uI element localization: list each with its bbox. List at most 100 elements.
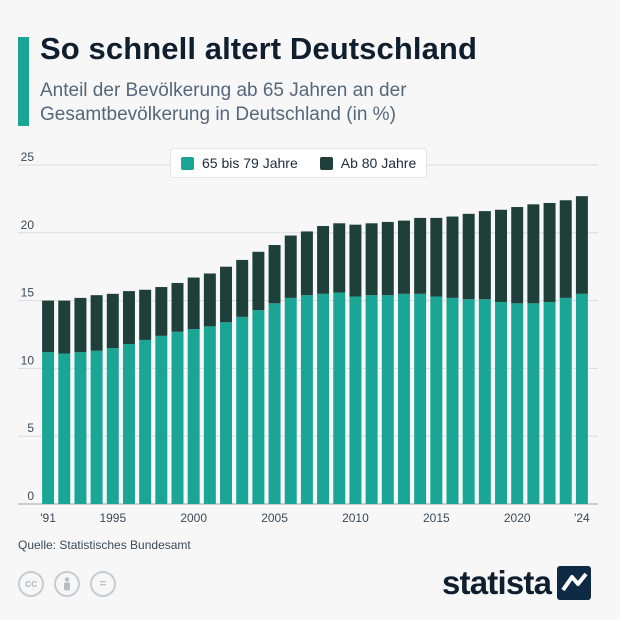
bar-80-plus-2013 bbox=[397, 220, 410, 294]
bar-80-plus-1997 bbox=[139, 289, 152, 340]
bar-80-plus-1992 bbox=[58, 300, 71, 354]
bar-65-79-2023 bbox=[559, 297, 572, 504]
bar-80-plus-1999 bbox=[171, 282, 184, 332]
bar-65-79-2014 bbox=[414, 293, 427, 504]
bar-80-plus-2024 bbox=[575, 196, 588, 294]
bar-80-plus-2015 bbox=[430, 217, 443, 297]
y-tick-label: 0 bbox=[27, 489, 34, 503]
bar-80-plus-2017 bbox=[462, 213, 475, 300]
bar-65-79-1998 bbox=[155, 335, 168, 504]
legend-item-65-79: 65 bis 79 Jahre bbox=[181, 155, 298, 171]
bar-65-79-1997 bbox=[139, 339, 152, 504]
bar-65-79-2015 bbox=[430, 296, 443, 504]
bar-65-79-2010 bbox=[349, 296, 362, 504]
bar-80-plus-1998 bbox=[155, 287, 168, 336]
bar-65-79-1994 bbox=[90, 350, 103, 504]
bar-80-plus-2008 bbox=[317, 226, 330, 294]
bar-65-79-2005 bbox=[268, 303, 281, 504]
bar-65-79-2012 bbox=[381, 295, 394, 504]
statista-brand[interactable]: statista bbox=[442, 564, 592, 601]
bar-65-79-2001 bbox=[203, 326, 216, 504]
bar-65-79-2017 bbox=[462, 299, 475, 504]
legend-swatch-80-plus bbox=[319, 156, 333, 170]
bar-80-plus-2021 bbox=[527, 204, 540, 304]
x-tick-label: 2020 bbox=[504, 511, 531, 525]
bar-80-plus-2012 bbox=[381, 221, 394, 296]
x-tick-label: 2015 bbox=[423, 511, 450, 525]
bar-80-plus-1994 bbox=[90, 295, 103, 351]
legend-swatch-65-79 bbox=[181, 156, 194, 170]
bar-65-79-1992 bbox=[58, 353, 71, 504]
axis-labels: 0 5 10 15 20 25 '91 1995 2000 2005 2010 2015 2020 '24 bbox=[21, 150, 590, 525]
bar-group bbox=[42, 196, 588, 504]
bar-65-79-2021 bbox=[527, 303, 540, 504]
bar-65-79-2003 bbox=[236, 316, 249, 504]
title-accent-bar bbox=[18, 37, 29, 126]
bar-65-79-2009 bbox=[333, 292, 346, 504]
bar-65-79-2020 bbox=[511, 303, 524, 504]
bar-80-plus-2006 bbox=[284, 235, 297, 298]
bar-80-plus-2022 bbox=[543, 202, 556, 302]
bar-80-plus-2019 bbox=[495, 209, 508, 302]
bar-80-plus-2018 bbox=[478, 211, 491, 300]
bar-65-79-1991 bbox=[42, 352, 55, 504]
x-tick-label: '91 bbox=[40, 511, 56, 525]
chart-title: So schnell altert Deutschland bbox=[40, 31, 478, 66]
x-tick-label: 2010 bbox=[342, 511, 369, 525]
bar-80-plus-2004 bbox=[252, 251, 265, 311]
bar-65-79-2011 bbox=[365, 295, 378, 504]
bar-80-plus-2014 bbox=[414, 217, 427, 294]
bar-65-79-2008 bbox=[317, 293, 330, 504]
bar-80-plus-2005 bbox=[268, 245, 281, 304]
bar-80-plus-1993 bbox=[74, 297, 87, 353]
bar-80-plus-2001 bbox=[203, 273, 216, 327]
bar-65-79-1996 bbox=[122, 343, 135, 504]
bar-80-plus-2007 bbox=[300, 231, 313, 296]
x-tick-label: 2005 bbox=[261, 511, 288, 525]
source-note: Quelle: Statistisches Bundesamt bbox=[18, 538, 191, 552]
y-tick-label: 5 bbox=[27, 421, 34, 435]
bar-80-plus-2011 bbox=[365, 223, 378, 296]
bar-65-79-2024 bbox=[575, 293, 588, 504]
cc-icon[interactable]: cc bbox=[18, 571, 44, 597]
nd-icon[interactable]: = bbox=[90, 571, 116, 597]
bar-65-79-2007 bbox=[300, 295, 313, 504]
bar-80-plus-1996 bbox=[122, 291, 135, 344]
statista-logo-icon bbox=[557, 566, 592, 600]
legend-item-80-plus: Ab 80 Jahre bbox=[319, 155, 416, 171]
bar-80-plus-1991 bbox=[42, 300, 55, 353]
legend-label-65-79: 65 bis 79 Jahre bbox=[202, 155, 298, 171]
bar-80-plus-2003 bbox=[236, 259, 249, 317]
chart-subtitle: Anteil der Bevölkerung ab 65 Jahren an d… bbox=[40, 80, 407, 125]
x-tick-label: '24 bbox=[574, 511, 590, 525]
bar-80-plus-2023 bbox=[559, 200, 572, 298]
y-tick-label: 25 bbox=[21, 150, 35, 164]
bar-80-plus-2010 bbox=[349, 224, 362, 297]
y-tick-label: 20 bbox=[21, 218, 35, 232]
bar-65-79-2004 bbox=[252, 310, 265, 504]
statista-wordmark: statista bbox=[442, 564, 552, 601]
person-icon bbox=[64, 577, 70, 591]
bar-65-79-2019 bbox=[495, 301, 508, 504]
by-icon[interactable] bbox=[54, 571, 80, 597]
bar-65-79-2016 bbox=[446, 297, 459, 504]
bar-80-plus-2016 bbox=[446, 216, 459, 298]
bar-80-plus-2002 bbox=[220, 266, 233, 323]
bar-65-79-2022 bbox=[543, 301, 556, 504]
bar-80-plus-2009 bbox=[333, 223, 346, 293]
chart-legend: 65 bis 79 Jahre Ab 80 Jahre bbox=[171, 149, 427, 177]
x-tick-label: 1995 bbox=[99, 511, 126, 525]
bar-65-79-2000 bbox=[187, 329, 200, 504]
bar-65-79-1999 bbox=[171, 331, 184, 504]
bar-80-plus-1995 bbox=[106, 293, 119, 349]
license-icons: cc = bbox=[18, 571, 116, 597]
bar-65-79-1993 bbox=[74, 352, 87, 504]
bar-65-79-2006 bbox=[284, 297, 297, 504]
y-tick-label: 15 bbox=[21, 286, 35, 300]
y-tick-label: 10 bbox=[21, 353, 35, 367]
bar-65-79-2013 bbox=[397, 293, 410, 504]
bar-80-plus-2000 bbox=[187, 277, 200, 330]
bar-80-plus-2020 bbox=[511, 207, 524, 304]
bar-65-79-2002 bbox=[220, 322, 233, 504]
